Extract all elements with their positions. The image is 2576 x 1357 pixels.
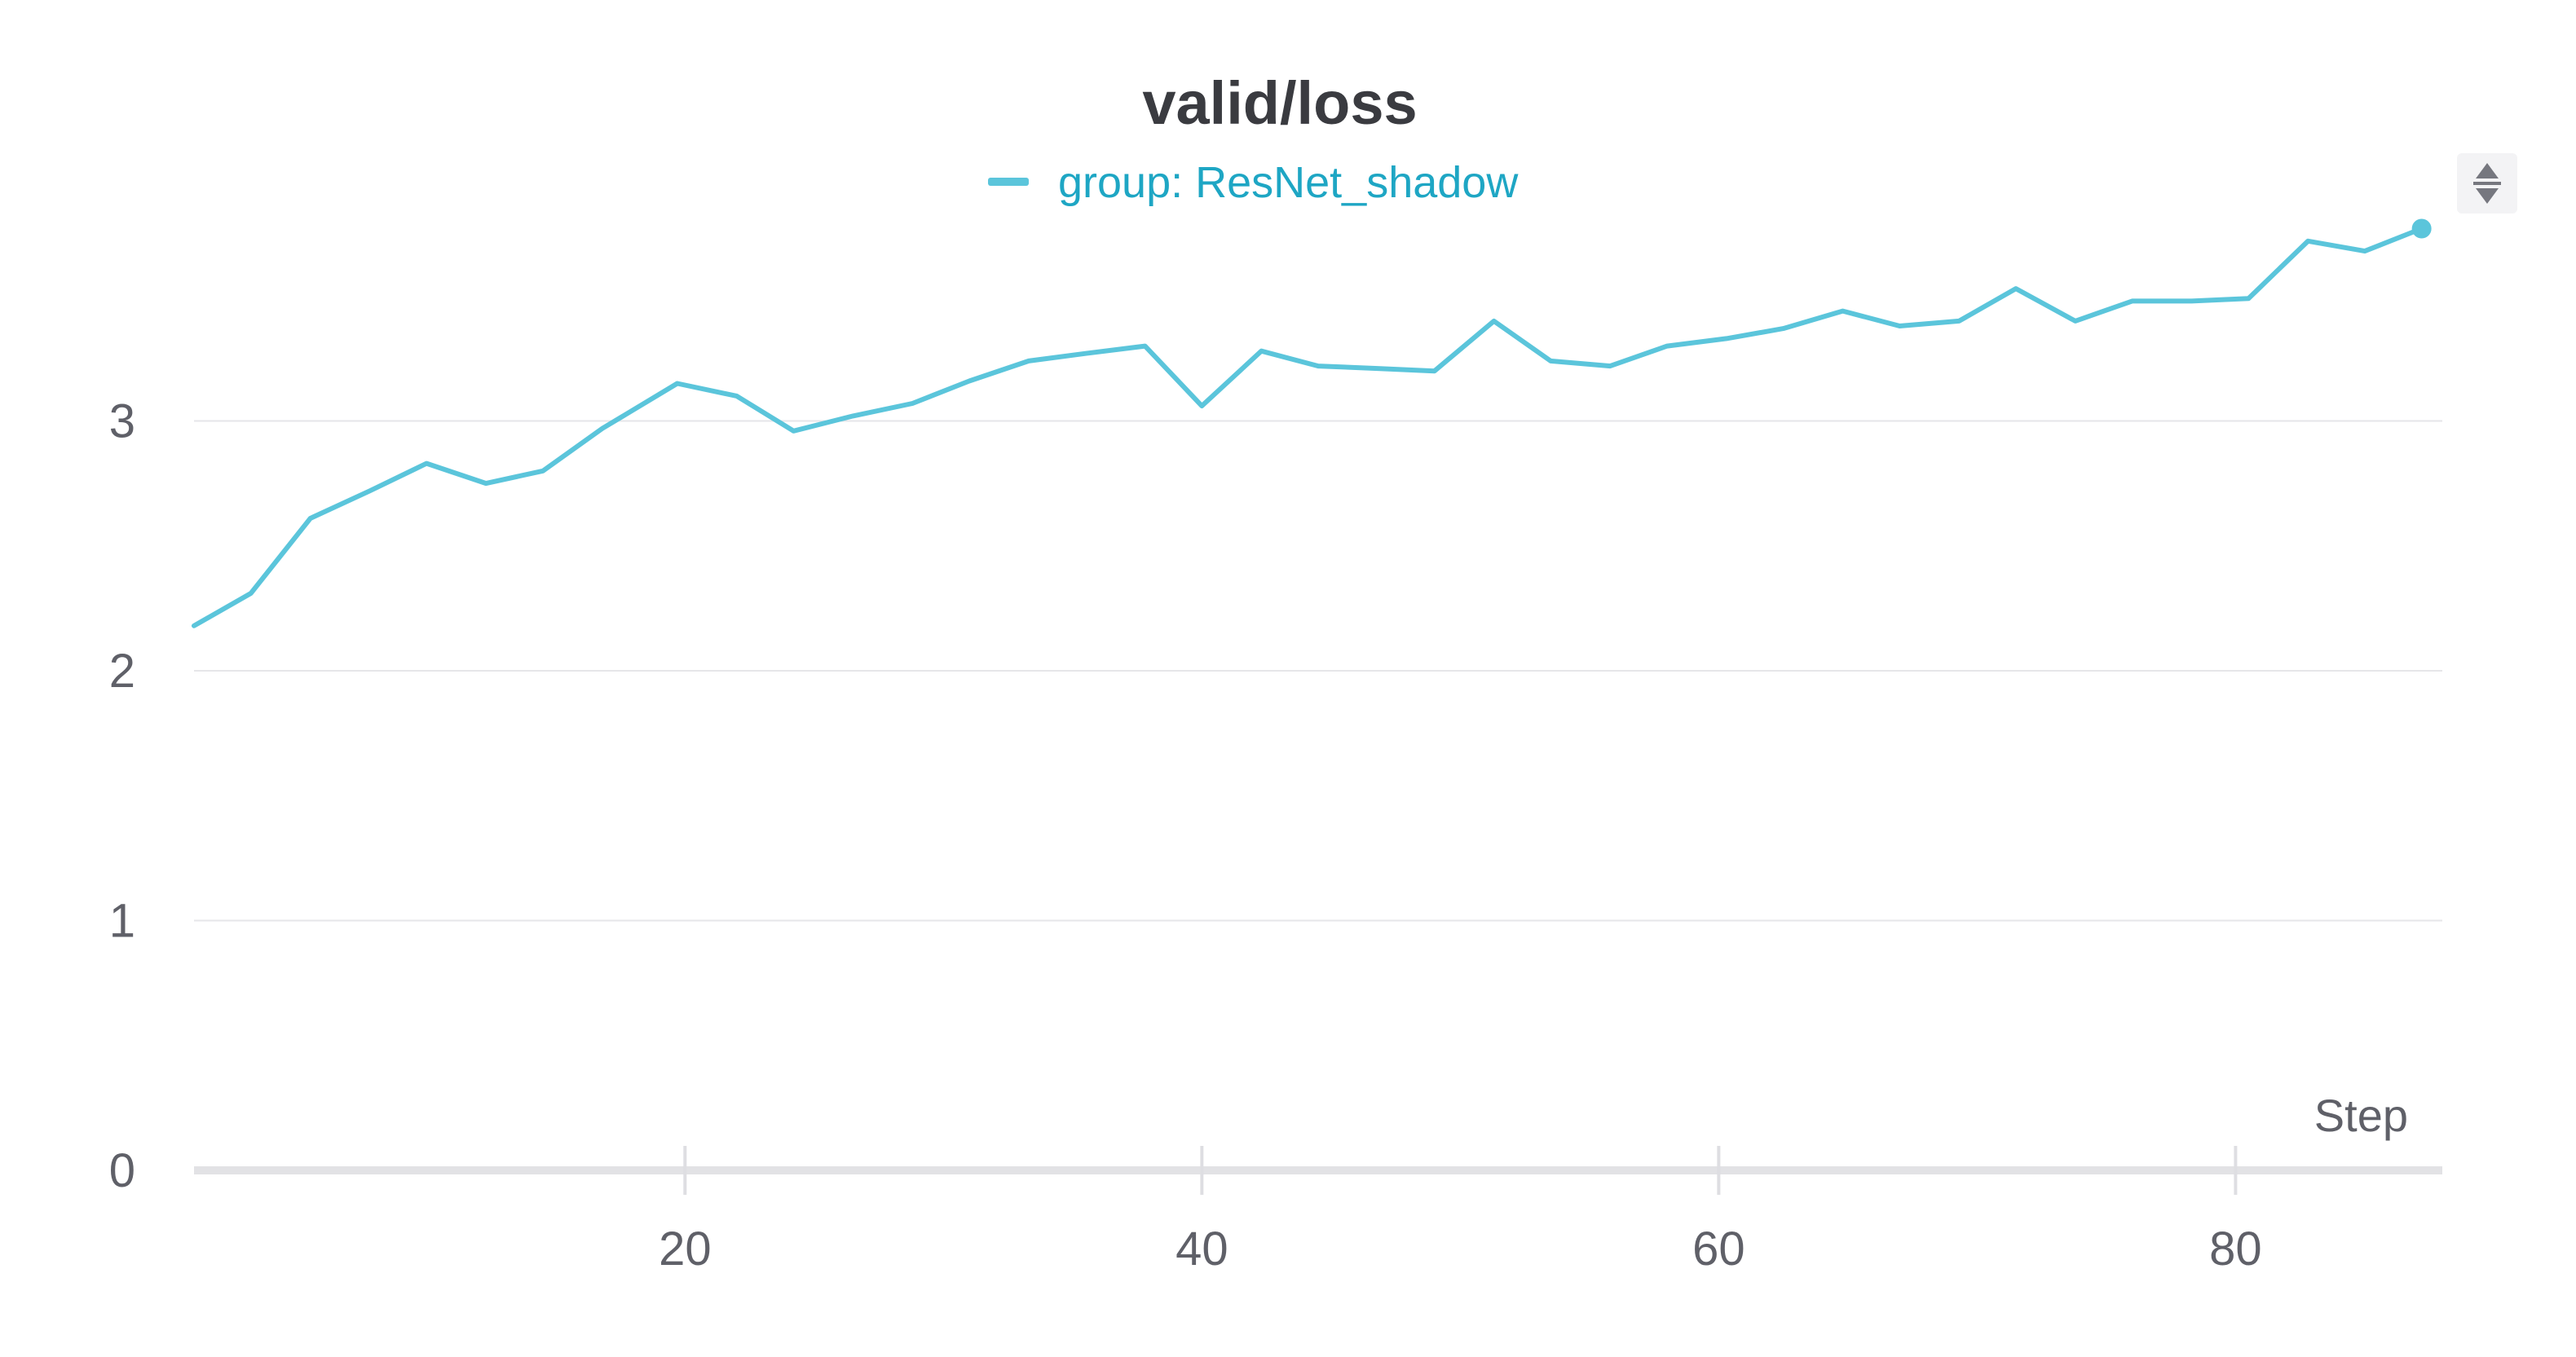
grid-layer: [194, 420, 2442, 922]
x-tick-label: 20: [659, 1223, 712, 1275]
y-tick-label: 0: [109, 1144, 135, 1197]
x-tick-label: 40: [1176, 1223, 1228, 1275]
series-end-point[interactable]: [2411, 218, 2432, 239]
series-layer: [192, 218, 2432, 628]
y-tick-label: 2: [109, 645, 135, 698]
x-tick-label: 60: [1692, 1223, 1745, 1275]
y-tick-label: 1: [109, 895, 135, 948]
sort-arrows-icon: [2473, 163, 2501, 204]
chart-title: valid/loss: [1142, 69, 1417, 137]
series-line[interactable]: [192, 226, 2424, 628]
legend-label: group: ResNet_shadow: [1058, 158, 1519, 207]
legend-swatch: [988, 178, 1029, 186]
axis-layer: 0 1 2 3 20 40 60 80: [109, 395, 2442, 1275]
legend[interactable]: group: ResNet_shadow: [988, 158, 1519, 207]
x-axis-label: Step: [2314, 1090, 2408, 1141]
x-tick-label: 80: [2209, 1223, 2262, 1275]
y-tick-label: 3: [109, 395, 135, 448]
scroll-handle[interactable]: [2457, 153, 2517, 214]
